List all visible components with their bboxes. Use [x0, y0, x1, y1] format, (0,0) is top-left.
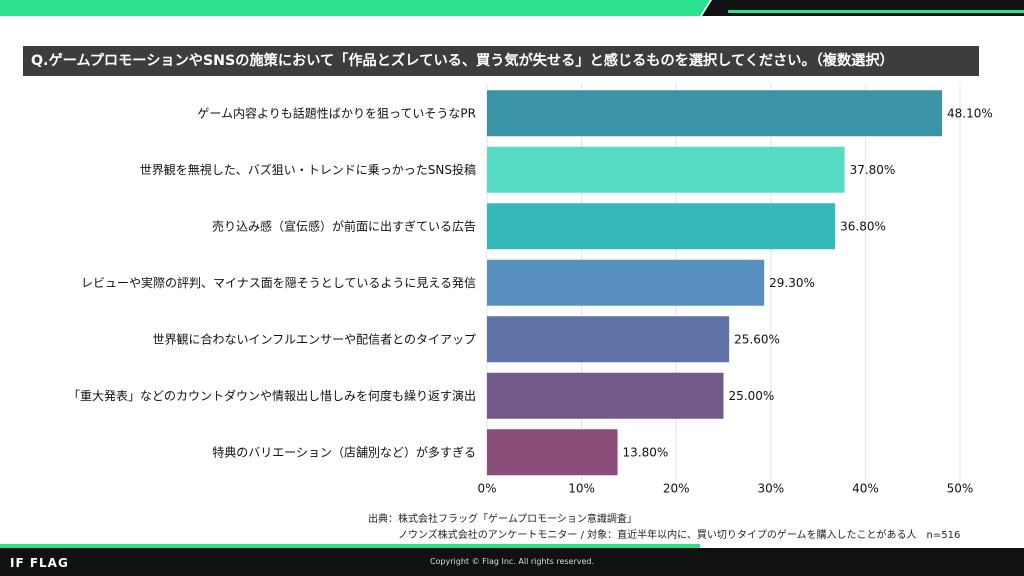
bar	[487, 372, 724, 419]
source-line-1: 出典：株式会社フラッグ「ゲームプロモーション意識調査」	[368, 514, 637, 525]
bar	[487, 203, 836, 250]
category-label: ゲーム内容よりも話題性ばかりを狙っていそうなPR	[197, 105, 476, 120]
value-label: 25.60%	[734, 332, 780, 346]
source-note: 出典：株式会社フラッグ「ゲームプロモーション意識調査」 ノウンズ株式会社のアンケ…	[368, 512, 960, 544]
x-tick-label: 50%	[947, 482, 974, 496]
category-label: レビューや実際の評判、マイナス面を隠そうとしているように見える発信	[81, 275, 476, 290]
value-label: 37.80%	[850, 163, 896, 177]
bar-chart: 0% 10% 20% 30% 40% 50% ゲーム内容よりも話題性ばかりを狙っていそうなP…	[68, 83, 993, 496]
x-tick-label: 40%	[852, 482, 879, 496]
value-label: 13.80%	[623, 445, 669, 459]
category-label: 世界観を無視した、バズ狙い・トレンドに乗っかったSNS投稿	[140, 162, 476, 177]
value-label: 36.80%	[840, 219, 886, 233]
header-decoration	[0, 0, 1024, 16]
source-line-2: ノウンズ株式会社のアンケートモニター / 対象：直近半年以内に、買い切りタイプの…	[398, 530, 961, 541]
category-label: 売り込み感（宣伝感）が前面に出すぎている広告	[212, 218, 476, 233]
value-label: 25.00%	[729, 389, 775, 403]
header-green-line	[728, 10, 1024, 13]
header-dark-band	[702, 0, 1024, 16]
bar	[487, 429, 618, 476]
x-tick-label: 0%	[477, 482, 496, 496]
value-label: 29.30%	[769, 276, 815, 290]
x-tick-label: 30%	[757, 482, 784, 496]
category-label: 特典のバリエーション（店舗別など）が多すぎる	[212, 444, 476, 459]
x-tick-label: 20%	[663, 482, 690, 496]
flag-logo: IF FLAG	[10, 556, 69, 570]
copyright-text: Copyright © Flag Inc. All rights reserve…	[429, 557, 595, 566]
x-tick-label: 10%	[568, 482, 595, 496]
bar	[487, 146, 845, 193]
category-label: 「重大発表」などのカウントダウンや情報出し惜しみを何度も繰り返す演出	[68, 388, 476, 403]
question-title: Q.ゲームプロモーションやSNSの施策において「作品とズレている、買う気が失せる…	[23, 46, 979, 76]
footer: IF FLAG Copyright © Flag Inc. All rights…	[0, 544, 1024, 576]
footer-bar	[0, 548, 1024, 576]
header-green-band	[0, 0, 710, 16]
footer-accent	[0, 544, 700, 548]
bar	[487, 90, 943, 137]
category-label: 世界観に合わないインフルエンサーや配信者とのタイアップ	[152, 331, 476, 346]
bar	[487, 316, 730, 363]
bar	[487, 259, 765, 306]
value-label: 48.10%	[947, 106, 993, 120]
